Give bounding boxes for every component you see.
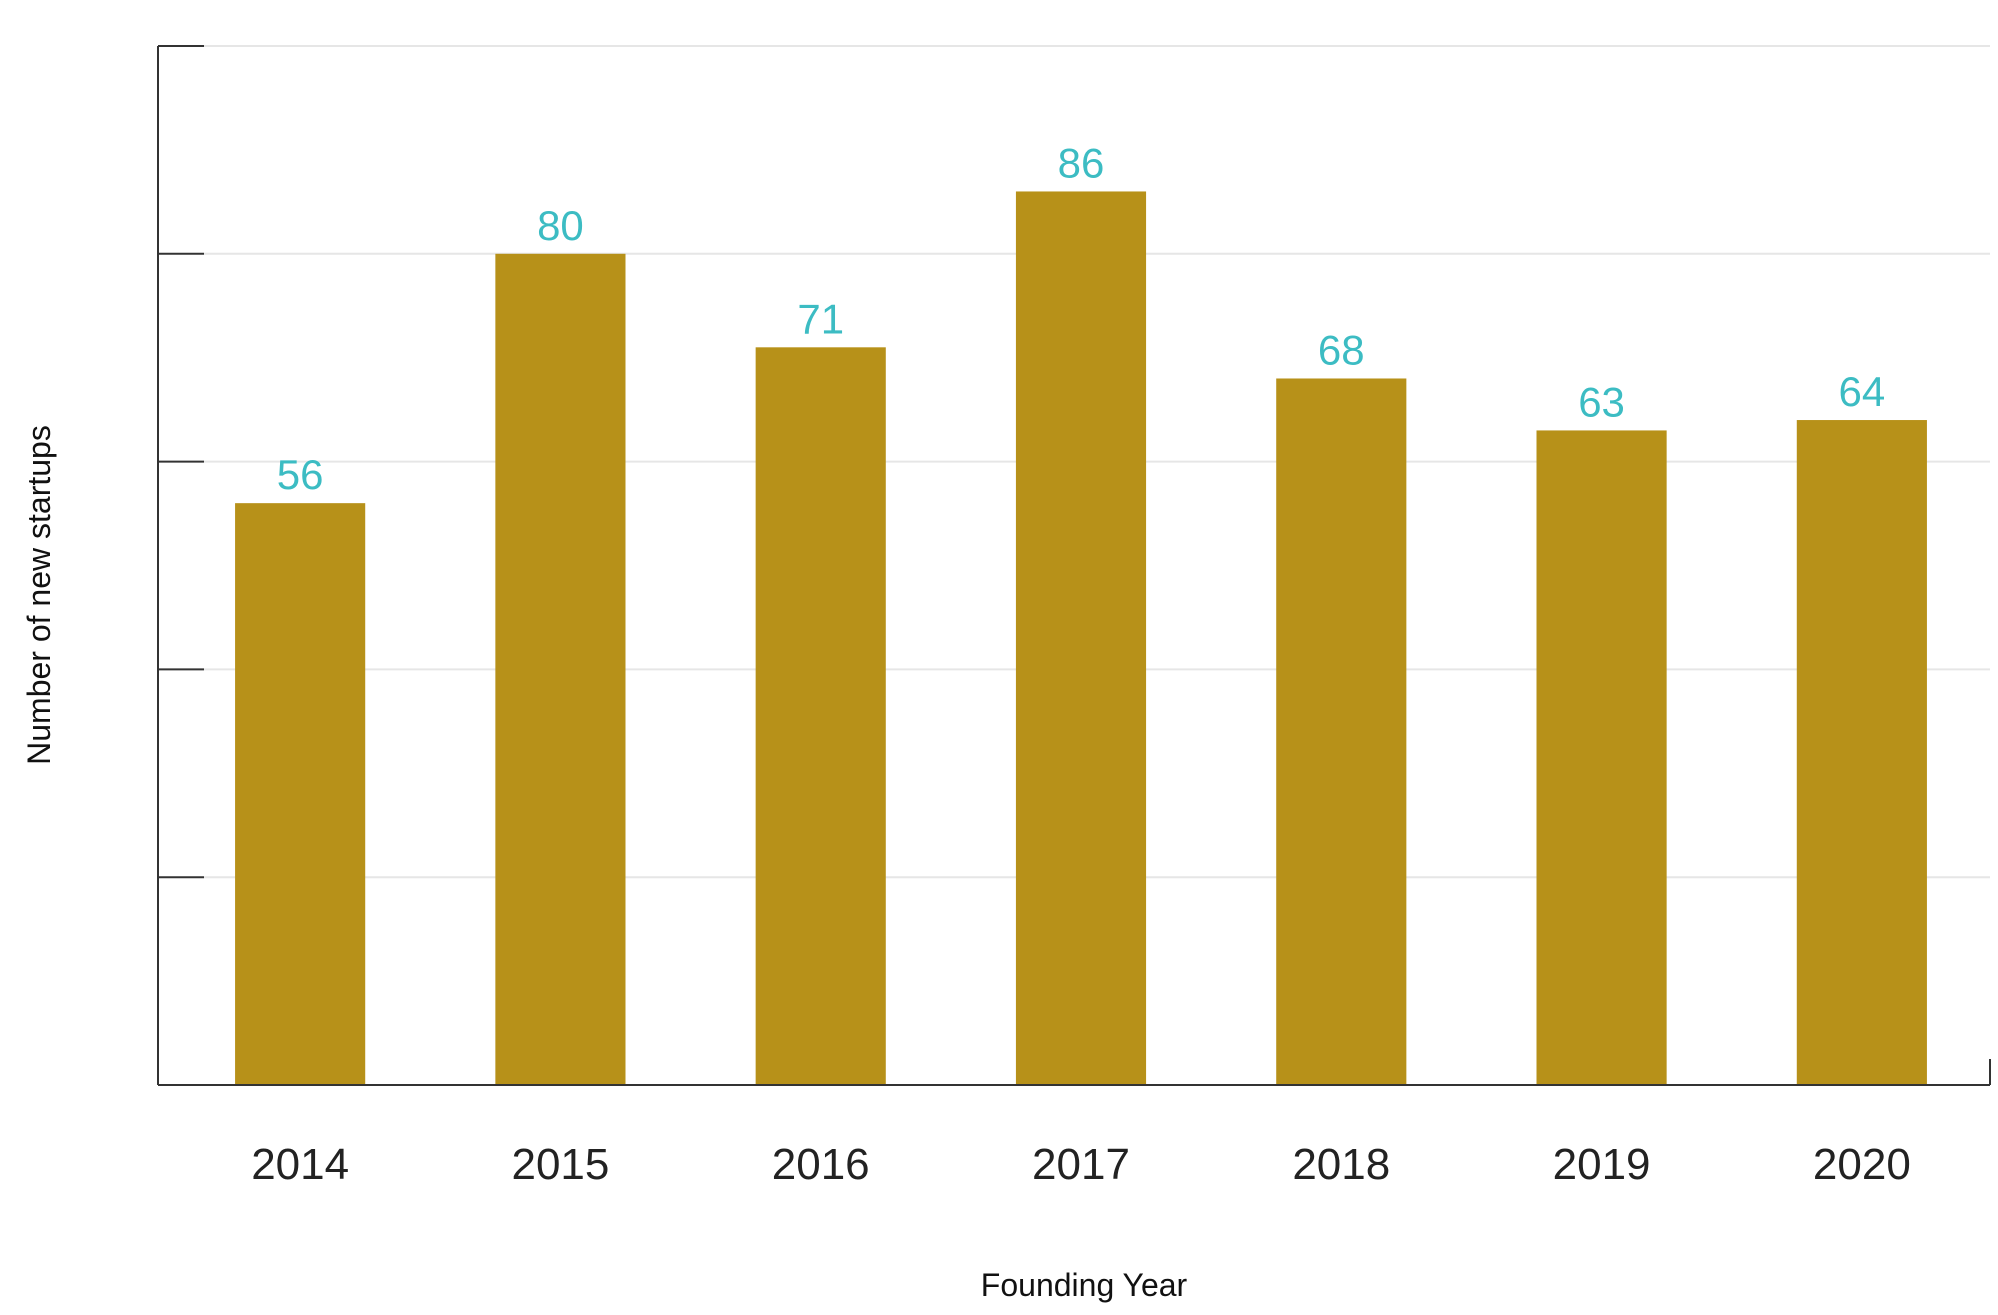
- y-axis-title: Number of new startups: [21, 425, 57, 765]
- x-tick-labels: 2014 2015 2016 2017 2018 2019 2020: [251, 1140, 1911, 1189]
- data-label-2019: 63: [1578, 378, 1625, 425]
- bar-2018: [1276, 378, 1407, 1086]
- bar-2017: [1015, 191, 1147, 1085]
- bar-2014: [235, 503, 366, 1085]
- bars: [235, 191, 1927, 1086]
- data-labels: 56 80 71 86 68 63 64: [277, 139, 1885, 498]
- data-label-2016: 71: [797, 295, 844, 342]
- x-tick-label-2015: 2015: [511, 1140, 609, 1189]
- data-label-2020: 64: [1838, 368, 1885, 415]
- data-label-2018: 68: [1318, 326, 1365, 373]
- bar-2019: [1536, 430, 1667, 1085]
- bar-2015: [495, 253, 626, 1086]
- y-axis-ticks: [158, 45, 204, 1086]
- x-axis-title: Founding Year: [981, 1267, 1188, 1303]
- x-tick-label-2019: 2019: [1553, 1140, 1651, 1189]
- data-label-2015: 80: [537, 202, 584, 249]
- x-tick-label-2018: 2018: [1292, 1140, 1390, 1189]
- x-tick-label-2016: 2016: [772, 1140, 870, 1189]
- axes: [157, 45, 1991, 1086]
- bar-2016: [755, 347, 886, 1085]
- x-tick-label-2017: 2017: [1032, 1140, 1130, 1189]
- data-label-2014: 56: [277, 451, 324, 498]
- data-label-2017: 86: [1058, 139, 1105, 186]
- x-tick-label-2020: 2020: [1813, 1140, 1911, 1189]
- bar-2020: [1796, 420, 1927, 1085]
- x-tick-label-2014: 2014: [251, 1140, 349, 1189]
